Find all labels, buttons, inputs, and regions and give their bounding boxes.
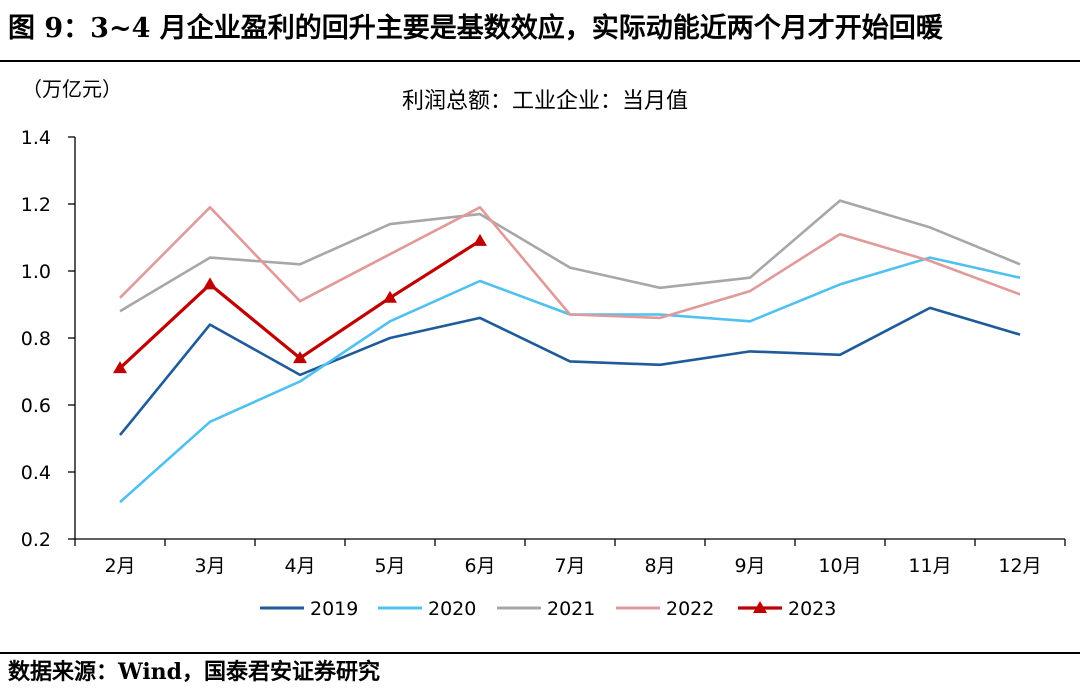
chart-title: 利润总额：工业企业：当月值	[402, 89, 688, 114]
series-layer	[113, 199, 1021, 504]
unit-label: （万亿元）	[22, 77, 122, 101]
y-tick-label: 0.2	[21, 529, 51, 551]
legend-label-2019: 2019	[310, 598, 358, 620]
x-tick-label: 5月	[374, 555, 405, 577]
x-tick-label: 11月	[908, 555, 951, 577]
x-tick-label: 3月	[194, 555, 225, 577]
series-line-2021	[119, 199, 1021, 313]
x-tick-label: 12月	[998, 555, 1041, 577]
legend-label-2020: 2020	[428, 598, 476, 620]
line-chart: （万亿元） 利润总额：工业企业：当月值 0.2 0.4 0.6 0.8 1.0 1.2 1.…	[21, 77, 1066, 620]
legend-label-2023: 2023	[788, 598, 836, 620]
legend-label-2022: 2022	[666, 598, 714, 620]
series-point-2023	[473, 233, 487, 246]
series-point-2023	[383, 290, 397, 303]
x-tick-label: 8月	[644, 555, 675, 577]
x-tick-label: 10月	[818, 555, 861, 577]
top-rule	[0, 60, 1080, 62]
axes: 0.2 0.4 0.6 0.8 1.0 1.2 1.4 2月 3月 4月 5月 6月 7月 8月 9月 10月…	[21, 127, 1066, 577]
x-tick-label: 6月	[464, 555, 495, 577]
source-note: 数据来源：Wind，国泰君安证券研究	[8, 659, 381, 685]
series-line-2019	[118, 306, 1021, 436]
series-line-2022	[119, 206, 1021, 320]
y-tick-label: 1.0	[21, 261, 51, 283]
x-tick-label: 7月	[554, 555, 585, 577]
x-tick-label: 9月	[734, 555, 765, 577]
series-point-2023	[203, 277, 217, 290]
y-tick-label: 0.4	[21, 462, 51, 484]
y-tick-label: 1.4	[21, 127, 51, 149]
series-point-2023	[293, 351, 307, 364]
y-tick-label: 0.8	[21, 328, 51, 350]
y-tick-label: 0.6	[21, 395, 51, 417]
bottom-rule	[0, 652, 1080, 654]
legend-marker-2023	[753, 601, 767, 613]
legend: 2019 2020 2021 2022 2023	[260, 598, 836, 620]
series-point-2023	[113, 361, 127, 374]
series-line-2020	[119, 256, 1021, 504]
x-tick-label: 4月	[284, 555, 315, 577]
x-tick-label: 2月	[104, 555, 135, 577]
y-tick-label: 1.2	[21, 194, 51, 216]
legend-label-2021: 2021	[547, 598, 595, 620]
figure-title: 图 9：3~4 月企业盈利的回升主要是基数效应，实际动能近两个月才开始回暖	[8, 13, 943, 44]
